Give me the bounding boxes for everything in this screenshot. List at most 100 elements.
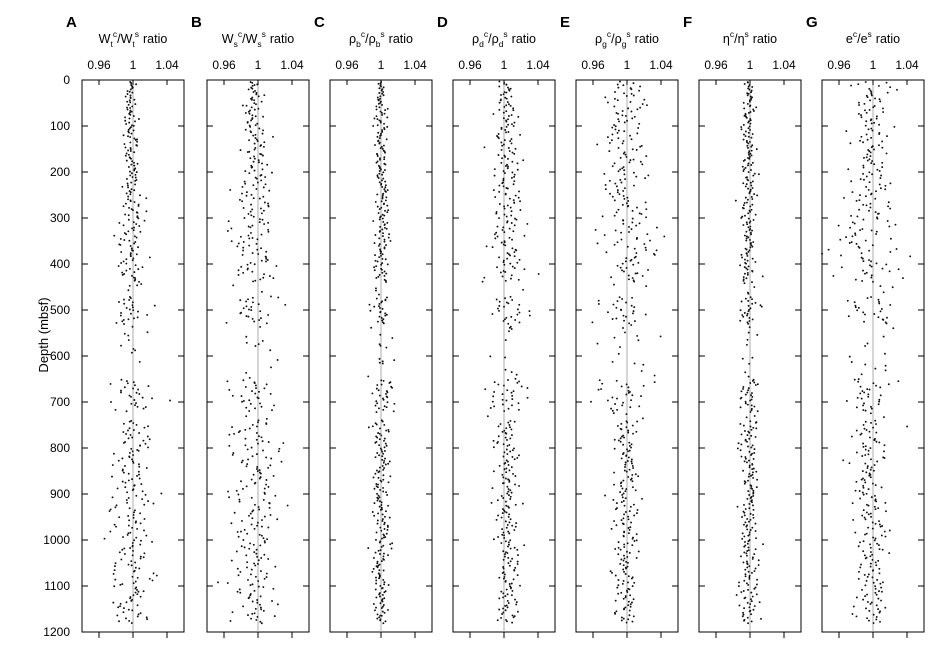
panel-title-part: η [723, 32, 730, 46]
data-point [506, 101, 509, 104]
data-point [621, 487, 624, 490]
data-point [879, 525, 882, 528]
data-point [757, 559, 760, 562]
data-point [492, 538, 495, 541]
data-point [750, 485, 753, 487]
data-point [897, 380, 900, 383]
data-point [746, 141, 748, 144]
data-point [508, 564, 511, 567]
data-point [879, 310, 882, 313]
data-point [617, 118, 620, 121]
data-point [875, 593, 878, 596]
data-point [506, 252, 509, 255]
data-point [250, 193, 253, 196]
data-point [748, 576, 751, 579]
data-point [505, 131, 508, 134]
data-point [870, 515, 873, 518]
data-point [872, 469, 875, 472]
data-point [747, 479, 749, 482]
data-point [739, 397, 742, 400]
data-point [496, 225, 499, 228]
data-point [866, 159, 869, 162]
data-point [133, 98, 136, 101]
data-point [615, 306, 618, 309]
data-point [507, 490, 510, 493]
data-point [749, 242, 752, 245]
data-point [388, 382, 391, 384]
data-point [623, 557, 626, 560]
data-point [510, 315, 513, 318]
data-point [743, 482, 746, 485]
data-point [622, 517, 625, 520]
data-point [133, 226, 136, 229]
data-point [504, 540, 507, 543]
data-point [868, 619, 870, 622]
data-point [253, 503, 256, 506]
data-point [855, 429, 858, 432]
panel-letter: C [314, 14, 325, 31]
data-point [630, 92, 633, 95]
data-point [391, 386, 394, 389]
data-point [380, 254, 382, 257]
data-point [134, 509, 136, 512]
data-point [879, 177, 882, 180]
data-point [752, 108, 755, 111]
data-point [378, 302, 381, 305]
data-point [121, 548, 124, 551]
data-point [871, 521, 874, 524]
data-point [370, 326, 373, 329]
data-point [745, 183, 748, 186]
data-point [376, 118, 379, 121]
data-point [753, 448, 756, 451]
data-point [750, 591, 753, 594]
data-point [878, 398, 881, 401]
data-point [495, 212, 498, 215]
data-point [748, 99, 751, 102]
data-point [500, 616, 503, 619]
data-point [126, 491, 129, 494]
data-point [644, 246, 647, 249]
data-point [625, 470, 628, 473]
data-point [751, 229, 753, 232]
data-point [131, 542, 134, 544]
data-point [127, 437, 130, 440]
data-point [386, 125, 389, 128]
data-point [371, 570, 374, 573]
data-point [647, 174, 650, 177]
panel-title-part: /e [857, 32, 867, 46]
data-point [624, 596, 627, 599]
y-tick-label: 600 [50, 349, 70, 363]
data-point [859, 139, 862, 142]
data-point [860, 478, 863, 481]
data-point [630, 577, 633, 580]
data-point [861, 514, 864, 517]
data-point [638, 222, 641, 225]
data-point [376, 124, 379, 127]
data-point [514, 483, 516, 486]
data-point [384, 186, 387, 189]
data-point [496, 499, 499, 502]
data-point [496, 266, 498, 269]
data-point [135, 253, 138, 256]
data-point [625, 315, 627, 318]
panel-title-part: t [110, 39, 113, 49]
data-point [505, 83, 508, 86]
data-point [511, 614, 514, 617]
data-point [379, 508, 382, 511]
data-point [376, 522, 379, 525]
panel-title-ratio: ratio [389, 32, 413, 46]
data-point [381, 319, 384, 322]
data-point [379, 488, 382, 491]
data-point [620, 428, 623, 431]
data-point [738, 581, 740, 584]
data-point [239, 591, 242, 594]
data-point [743, 545, 746, 548]
data-point [145, 467, 148, 469]
data-point [385, 227, 388, 230]
data-point [653, 374, 656, 377]
data-point [881, 548, 884, 551]
data-point [862, 172, 865, 175]
data-point [375, 287, 377, 290]
data-point [505, 120, 508, 123]
data-point [621, 496, 624, 499]
